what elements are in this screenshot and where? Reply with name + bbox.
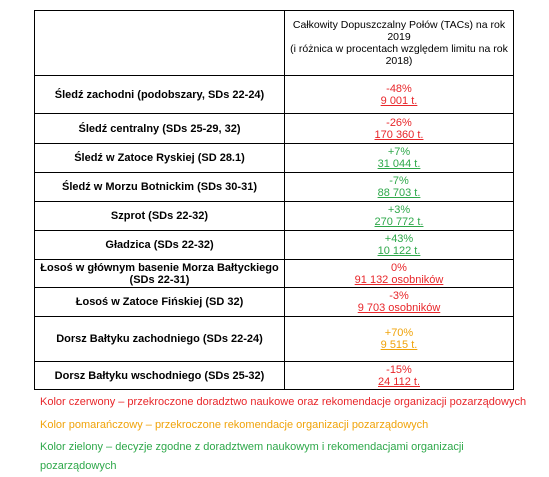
header-title-cell: Całkowity Dopuszczalny Połów (TACs) na r… bbox=[284, 10, 514, 76]
species-name-cell: Szprot (SDs 22-32) bbox=[34, 201, 285, 231]
tac-value-cell: -7% 88 703 t. bbox=[284, 172, 514, 202]
table-row: Dorsz Bałtyku zachodniego (SDs 22-24) +70… bbox=[34, 316, 514, 362]
percent-change: +43% bbox=[384, 233, 414, 245]
tac-amount: 9 515 t. bbox=[380, 339, 418, 351]
tac-amount: 170 360 t. bbox=[374, 128, 424, 141]
percent-change: -3% bbox=[389, 290, 409, 302]
table-row: Dorsz Bałtyku wschodniego (SDs 25-32) -15… bbox=[34, 361, 514, 390]
species-name-cell: Śledź zachodni (podobszary, SDs 22-24) bbox=[34, 75, 285, 114]
tac-value-cell: -3% 9 703 osobników bbox=[284, 287, 514, 317]
species-name-cell: Gładzica (SDs 22-32) bbox=[34, 230, 285, 260]
tac-amount: 9 001 t. bbox=[380, 94, 418, 107]
tac-value-cell: +43% 10 122 t. bbox=[284, 230, 514, 260]
percent-change: -15% bbox=[386, 363, 412, 376]
table-row: Szprot (SDs 22-32) +3% 270 772 t. bbox=[34, 201, 514, 231]
percent-change: +3% bbox=[387, 204, 411, 216]
table-row: Łosoś w głównym basenie Morza Bałtyckieg… bbox=[34, 259, 514, 288]
tac-amount: 24 112 t. bbox=[378, 375, 420, 388]
species-name-cell: Łosoś w Zatoce Fińskiej (SD 32) bbox=[34, 287, 285, 317]
percent-change: +70% bbox=[384, 327, 414, 339]
table-row: Śledź w Zatoce Ryskiej (SD 28.1) +7% 31 04… bbox=[34, 143, 514, 173]
tac-value-cell: +70% 9 515 t. bbox=[284, 316, 514, 362]
tac-value-cell: -15% 24 112 t. bbox=[284, 361, 514, 390]
species-name-cell: Dorsz Bałtyku zachodniego (SDs 22-24) bbox=[34, 316, 285, 362]
tac-value-cell: -26% 170 360 t. bbox=[284, 113, 514, 144]
legend-orange: Kolor pomarańczowy – przekroczone rekome… bbox=[40, 419, 429, 431]
tac-amount: 270 772 t. bbox=[374, 216, 424, 228]
header-title-line2: (i różnica w procentach względem limitu … bbox=[290, 43, 508, 67]
tac-amount: 9 703 osobników bbox=[357, 302, 441, 314]
percent-change: -48% bbox=[386, 82, 412, 95]
percent-change: +7% bbox=[387, 146, 411, 158]
header-title-line1: Całkowity Dopuszczalny Połów (TACs) na r… bbox=[292, 19, 506, 43]
table-row: Gładzica (SDs 22-32) +43% 10 122 t. bbox=[34, 230, 514, 260]
tac-value-cell: +3% 270 772 t. bbox=[284, 201, 514, 231]
tac-amount: 31 044 t. bbox=[377, 158, 421, 170]
species-name-cell: Łosoś w głównym basenie Morza Bałtyckieg… bbox=[34, 259, 285, 288]
legend-red: Kolor czerwony – przekroczone doradztwo … bbox=[40, 396, 527, 408]
species-name-cell: Śledź centralny (SDs 25-29, 32) bbox=[34, 113, 285, 144]
species-name-cell: Śledź w Morzu Botnickim (SDs 30-31) bbox=[34, 172, 285, 202]
table-row: Łosoś w Zatoce Fińskiej (SD 32) -3% 9 703 … bbox=[34, 287, 514, 317]
tac-amount: 88 703 t. bbox=[377, 187, 421, 199]
legend-green: Kolor zielony – decyzje zgodne z doradzt… bbox=[40, 441, 464, 472]
tac-amount: 10 122 t. bbox=[377, 245, 421, 257]
percent-change: 0% bbox=[391, 261, 407, 274]
tac-value-cell: 0% 91 132 osobników bbox=[284, 259, 514, 288]
table-row: Śledź zachodni (podobszary, SDs 22-24) -4… bbox=[34, 75, 514, 114]
header-empty-cell bbox=[34, 10, 285, 76]
tac-value-cell: +7% 31 044 t. bbox=[284, 143, 514, 173]
tac-value-cell: -48% 9 001 t. bbox=[284, 75, 514, 114]
tac-table: Całkowity Dopuszczalny Połów (TACs) na r… bbox=[34, 10, 514, 390]
table-row: Śledź w Morzu Botnickim (SDs 30-31) -7% 88… bbox=[34, 172, 514, 202]
species-name-cell: Śledź w Zatoce Ryskiej (SD 28.1) bbox=[34, 143, 285, 173]
species-name-cell: Dorsz Bałtyku wschodniego (SDs 25-32) bbox=[34, 361, 285, 390]
table-row: Śledź centralny (SDs 25-29, 32) -26% 170 3… bbox=[34, 113, 514, 144]
percent-change: -26% bbox=[386, 116, 412, 129]
tac-amount: 91 132 osobników bbox=[354, 273, 444, 286]
table-header-row: Całkowity Dopuszczalny Połów (TACs) na r… bbox=[34, 10, 514, 76]
percent-change: -7% bbox=[389, 175, 409, 187]
